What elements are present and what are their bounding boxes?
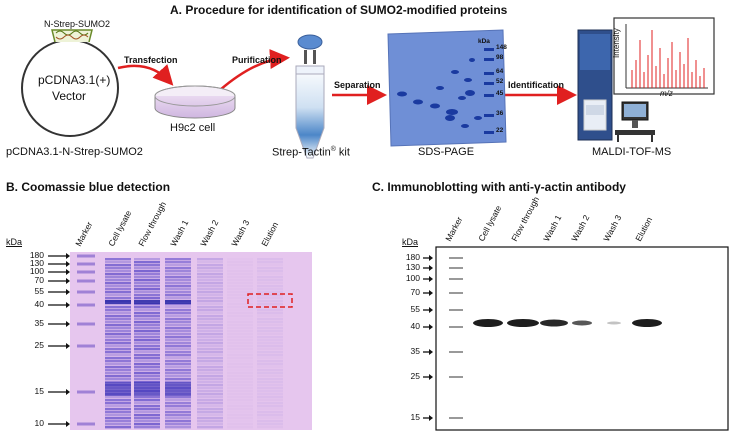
kit-label: Strep-Tactin® kit — [272, 146, 350, 159]
marker-arrowhead — [66, 253, 70, 259]
gel-marker-label: 64 — [496, 68, 504, 75]
marker-arrowhead — [66, 278, 70, 284]
marker-arrowhead — [66, 389, 70, 395]
purification-label: Purification — [232, 55, 282, 65]
panel-c-mw-label: 180 — [405, 252, 420, 262]
plasmid-name-line1: pCDNA3.1(+) — [38, 73, 111, 87]
panel-c-mw-label: 35 — [410, 346, 420, 356]
elution-highlight-box — [247, 293, 293, 308]
panel-b-mw-label: 180 — [29, 250, 44, 260]
panel-b-marker-arrows — [48, 253, 70, 427]
marker-arrowhead — [429, 265, 433, 271]
gel-marker-label: 36 — [496, 110, 504, 117]
marker-arrowhead — [429, 307, 433, 313]
panel-b-mw-label: 130 — [29, 258, 44, 268]
panel-c-mw-label: 15 — [410, 412, 420, 422]
marker-arrowhead — [66, 321, 70, 327]
mass-spectrum-peaks — [631, 30, 705, 88]
separation-label: Separation — [334, 80, 381, 90]
plasmid-icon — [21, 29, 119, 137]
panel-c-mw-label: 55 — [410, 304, 420, 314]
marker-arrowhead — [66, 261, 70, 267]
panel-b-mw-label: 15 — [34, 386, 44, 396]
panel-c-mw-label: 70 — [410, 287, 420, 297]
gel-marker-label: 148 — [496, 44, 507, 51]
plasmid-insert-label: N-Strep-SUMO2 — [44, 19, 111, 29]
gel-marker-label: 22 — [496, 127, 504, 134]
ms-y-axis-label: Intensity — [612, 28, 621, 58]
sds-page-gel-icon — [387, 29, 507, 147]
panel-c-kda-label: kDa — [402, 237, 419, 247]
plasmid-name-line2: Vector — [52, 89, 87, 103]
marker-arrowhead — [429, 324, 433, 330]
marker-arrowhead — [429, 415, 433, 421]
ms-label: MALDI-TOF-MS — [592, 146, 672, 158]
ms-x-axis-label: m/z — [660, 89, 673, 98]
transfection-label: Transfection — [124, 55, 178, 65]
marker-arrowhead — [429, 255, 433, 261]
panel-c-mw-label: 130 — [405, 262, 420, 272]
panel-b-mw-label: 70 — [34, 275, 44, 285]
plasmid-caption: pCDNA3.1-N-Strep-SUMO2 — [6, 146, 143, 158]
panel-b-title: B. Coomassie blue detection — [6, 180, 171, 194]
panel-c-mw-label: 40 — [410, 321, 420, 331]
panel-b-mw-label: 25 — [34, 340, 44, 350]
transfection-arrow — [117, 64, 174, 86]
marker-arrowhead — [429, 374, 433, 380]
western-blot-image — [435, 246, 729, 431]
marker-arrowhead — [66, 269, 70, 275]
gel-marker-label: 52 — [496, 78, 504, 85]
marker-arrowhead — [66, 343, 70, 349]
marker-arrowhead — [429, 290, 433, 296]
petri-dish-icon — [154, 85, 236, 119]
gel-label: SDS-PAGE — [418, 146, 475, 158]
marker-arrowhead — [429, 276, 433, 282]
panel-b-mw-label: 100 — [29, 266, 44, 276]
panel-c-mw-label: 100 — [405, 273, 420, 283]
identification-label: Identification — [508, 80, 564, 90]
panel-a-title: A. Procedure for identification of SUMO2… — [170, 3, 508, 17]
panel-b-mw-label: 55 — [34, 286, 44, 296]
maldi-tof-instrument-icon — [577, 29, 655, 142]
panel-c-title: C. Immunoblotting with anti-γ-actin anti… — [372, 180, 626, 194]
marker-arrowhead — [66, 289, 70, 295]
gel-kda-header: kDa — [478, 38, 490, 45]
panel-b-kda-label: kDa — [6, 237, 23, 247]
panel-c-marker-arrows — [423, 255, 433, 421]
marker-arrowhead — [429, 349, 433, 355]
purification-arrow — [219, 49, 290, 91]
cell-label: H9c2 cell — [170, 122, 216, 134]
panel-c-mw-label: 25 — [410, 371, 420, 381]
strep-tactin-column-icon — [295, 34, 325, 159]
gel-marker-label: 98 — [496, 54, 504, 61]
panel-b-mw-label: 10 — [34, 418, 44, 428]
marker-arrowhead — [66, 421, 70, 427]
gel-marker-label: 45 — [496, 90, 504, 97]
panel-b-mw-label: 40 — [34, 299, 44, 309]
marker-arrowhead — [66, 302, 70, 308]
panel-b-mw-label: 35 — [34, 318, 44, 328]
